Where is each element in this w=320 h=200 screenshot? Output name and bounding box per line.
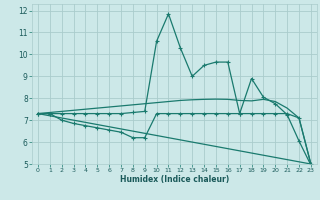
X-axis label: Humidex (Indice chaleur): Humidex (Indice chaleur) <box>120 175 229 184</box>
